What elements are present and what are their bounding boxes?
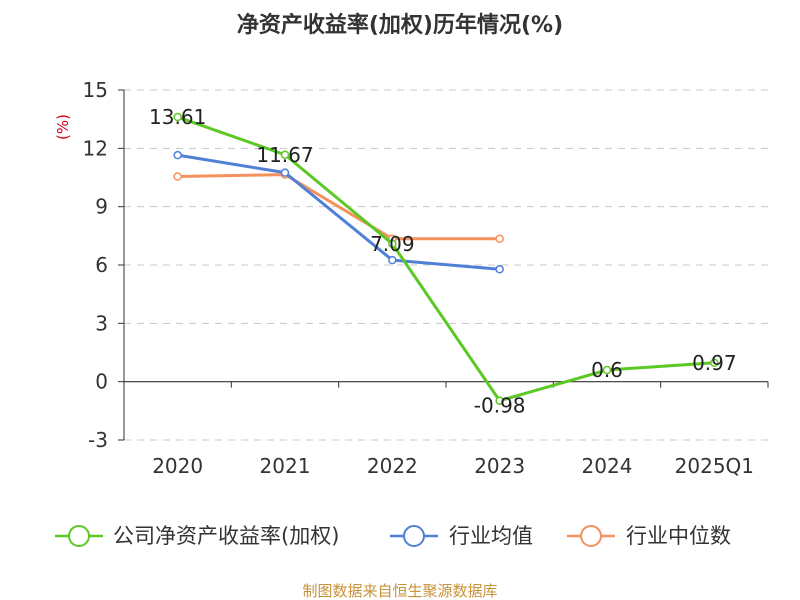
data-label: 0.6: [591, 358, 623, 382]
data-point: [173, 150, 182, 160]
legend[interactable]: 公司净资产收益率(加权) 行业均值 行业中位数: [55, 524, 731, 548]
legend-marker: [403, 525, 425, 547]
data-point: [495, 234, 504, 243]
series-layer: [173, 112, 719, 405]
data-label: 0.97: [692, 351, 737, 375]
series-line: [177, 115, 715, 403]
data-label: 13.61: [149, 105, 206, 129]
data-point: [173, 112, 182, 122]
legend-item-2[interactable]: 行业中位数: [567, 524, 731, 548]
data-point: [280, 168, 290, 177]
x-tick-label: 2024: [582, 454, 633, 478]
series-1: [173, 150, 504, 274]
series-line: [177, 173, 500, 241]
x-tick-label: 2020: [152, 454, 203, 478]
x-tick-label: 2021: [260, 454, 311, 478]
chart-title: 净资产收益率(加权)历年情况(%): [237, 12, 563, 38]
data-point: [280, 150, 290, 159]
data-label: 11.67: [256, 143, 313, 167]
data-label: 7.09: [370, 232, 415, 256]
y-tick-label: 15: [83, 78, 108, 102]
data-point: [495, 265, 504, 274]
y-tick-label: 9: [95, 195, 108, 219]
data-point: [388, 239, 397, 249]
x-tick-label: 2022: [367, 454, 418, 478]
y-tick-label: 3: [95, 311, 108, 335]
data-point: [710, 358, 719, 368]
legend-marker: [68, 525, 90, 547]
x-tick-label: 2025Q1: [675, 454, 754, 478]
data-point: [602, 365, 612, 375]
y-tick-label: -3: [88, 428, 108, 452]
x-tick-label: 2023: [474, 454, 525, 478]
data-label: -0.98: [474, 394, 526, 418]
y-axis-label: (%): [54, 114, 72, 140]
series-0: [173, 112, 719, 405]
legend-marker: [580, 525, 602, 547]
legend-item-0[interactable]: 公司净资产收益率(加权): [55, 524, 339, 548]
data-point: [388, 255, 397, 265]
y-tick-label: 6: [95, 253, 108, 277]
legend-item-1[interactable]: 行业均值: [390, 524, 533, 548]
data-labels: 13.61 11.67 7.09 -0.98 0.6 0.97: [149, 105, 737, 418]
y-tick-label: 12: [83, 136, 108, 160]
tick-labels: -3 0 3 6 9 12 15 2020 2021 2022 2023 2024 2025Q1: [83, 78, 754, 478]
data-point: [173, 172, 182, 181]
source-note: 制图数据来自恒生聚源数据库: [302, 582, 497, 600]
series-line: [177, 153, 500, 271]
legend-label: 行业均值: [449, 524, 533, 548]
data-point: [495, 396, 504, 405]
legend-label: 公司净资产收益率(加权): [113, 524, 339, 548]
grid-lines: [124, 89, 768, 441]
axes: [118, 89, 769, 441]
y-tick-label: 0: [95, 370, 108, 394]
legend-label: 行业中位数: [626, 524, 731, 548]
